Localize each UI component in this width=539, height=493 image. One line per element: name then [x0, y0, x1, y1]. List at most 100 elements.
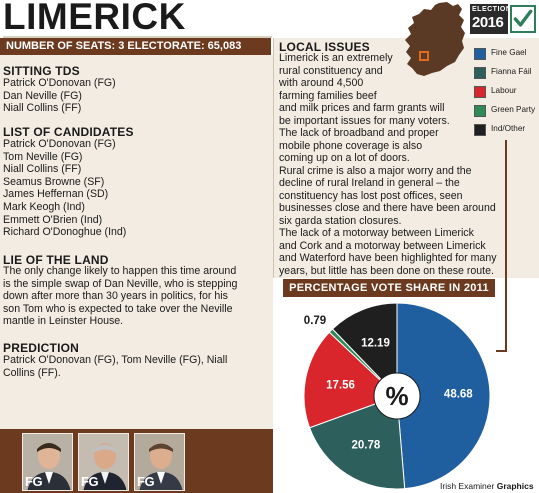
party-label: FG [81, 474, 99, 489]
text-line: be important issues for many voters. [279, 114, 450, 127]
lie-of-land-text: The only change likely to happen this ti… [3, 265, 237, 328]
checkmark-icon [510, 5, 536, 33]
list-item: James Heffernan (SD) [3, 188, 109, 201]
list-item: Dan Neville (FG) [3, 89, 82, 102]
text-line: Rural crime is also a major worry and th… [279, 164, 472, 177]
text-line: with around 4,500 [279, 77, 364, 89]
text-line: is the simple swap of Dan Neville, who i… [3, 277, 238, 290]
pie-data-label: 12.19 [361, 338, 390, 350]
text-line: constituency has lost post offices, seen [279, 189, 463, 202]
legend-swatch [474, 105, 486, 117]
text-line: Limerick is an extremely [279, 52, 393, 64]
limerick-marker [419, 51, 429, 61]
sitting-tds-heading: SITTING TDS [3, 64, 80, 78]
prediction-heading: PREDICTION [3, 341, 80, 355]
connector-line [505, 140, 507, 352]
legend-item: Fianna Fáil [474, 65, 537, 81]
list-item: Patrick O'Donovan (FG) [3, 138, 116, 150]
sitting-tds-list: Patrick O'Donovan (FG) Dan Neville (FG) … [3, 77, 116, 115]
pie-slice [303, 331, 398, 429]
text-line: mobile phone coverage is also [279, 139, 423, 152]
text-line: and milk prices and farm grants will [279, 102, 445, 114]
title-rule [3, 36, 272, 38]
legend-label: Fine Gael [491, 48, 527, 57]
text-line: rural constituency and [279, 64, 383, 77]
text-line: and Waterford have been highlighted for … [279, 252, 497, 264]
pie-data-label: 0.79 [304, 315, 326, 327]
lie-of-land-heading: LIE OF THE LAND [3, 253, 109, 267]
text-line: farming families beef [279, 89, 377, 102]
text-line: decline of rural Ireland in general – th… [279, 177, 460, 189]
list-item: Niall Collins (FF) [3, 163, 82, 176]
vote-share-title: PERCENTAGE VOTE SHARE IN 2011 [283, 279, 495, 297]
legend-swatch [474, 124, 486, 136]
list-item: Seamus Browne (SF) [3, 175, 105, 188]
text-line: The lack of broadband and proper [279, 127, 439, 139]
connector-line [496, 350, 507, 352]
text-line: years, but little has been done on these… [279, 264, 494, 277]
legend-label: Fianna Fáil [491, 67, 532, 76]
credit-line: Irish Examiner Graphics [440, 481, 534, 491]
brand-year: 2016 [472, 14, 504, 31]
pie-data-label: 48.68 [444, 388, 473, 400]
text-line: businesses close and there have been aro… [279, 202, 496, 214]
candidate-photo-strip: FG FG FG [0, 429, 273, 493]
left-panel [0, 55, 273, 429]
candidate-photo: FG [22, 433, 73, 491]
local-issues-text: Limerick is an extremely rural constitue… [279, 52, 533, 277]
legend-swatch [474, 86, 486, 98]
brand-label: ELECTION [472, 6, 512, 13]
text-line: coming up on a lot of doors. [279, 152, 410, 164]
candidate-photo: FG [78, 433, 129, 491]
list-item: Emmett O'Brien (Ind) [3, 213, 103, 226]
pie-slice [331, 302, 398, 398]
list-item: Mark Keogh (Ind) [3, 200, 85, 213]
local-issues-heading: LOCAL ISSUES [279, 40, 370, 54]
party-label: FG [25, 474, 43, 489]
pie-data-label: 20.78 [351, 440, 380, 452]
legend-label: Labour [491, 86, 517, 95]
credit-source: Irish Examiner [440, 481, 495, 491]
legend-item: Green Party [474, 103, 537, 119]
text-line: down after more than 30 years in politic… [3, 290, 228, 303]
legend-item: Fine Gael [474, 46, 537, 62]
list-item: Tom Neville (FG) [3, 150, 83, 163]
legend-item: Ind/Other [474, 122, 537, 138]
party-label: FG [137, 474, 155, 489]
election-brand: ELECTION 2016 [470, 4, 536, 34]
legend-swatch [474, 48, 486, 60]
portrait-icon [135, 434, 184, 490]
seats-banner: NUMBER OF SEATS: 3 ELECTORATE: 65,083 [0, 38, 271, 55]
legend-label: Green Party [491, 105, 536, 114]
pie-slice [396, 302, 491, 490]
list-item: Richard O'Donoghue (Ind) [3, 226, 127, 239]
candidate-photo: FG [134, 433, 185, 491]
text-line: son Tom who is expected to take over the… [3, 302, 233, 315]
portrait-icon [23, 434, 72, 490]
legend-label: Ind/Other [491, 124, 526, 133]
candidates-heading: LIST OF CANDIDATES [3, 125, 134, 139]
text-line: six garda station closures. [279, 214, 402, 227]
vote-share-pie-chart: 48.68 20.78 17.56 0.79 12.19 % [303, 302, 491, 490]
constituency-title: LIMERICK [3, 0, 186, 37]
text-line: Patrick O'Donovan (FG), Tom Neville (FG)… [3, 354, 228, 366]
text-line: The only change likely to happen this ti… [3, 265, 237, 277]
right-panel [273, 38, 539, 278]
portrait-icon [79, 434, 128, 490]
text-line: The lack of a motorway between Limerick [279, 227, 474, 239]
text-line: and Cork and a motorway between Limerick [279, 239, 486, 252]
legend-swatch [474, 67, 486, 79]
text-line: Collins (FF). [3, 366, 61, 379]
pie-center-label: % [385, 381, 408, 411]
pie-center [373, 372, 421, 420]
list-item: Patrick O'Donovan (FG) [3, 77, 116, 89]
ireland-map-icon [405, 2, 465, 76]
legend-item: Labour [474, 84, 537, 100]
prediction-text: Patrick O'Donovan (FG), Tom Neville (FG)… [3, 354, 227, 379]
list-item: Niall Collins (FF) [3, 102, 82, 115]
credit-suffix: Graphics [496, 481, 534, 491]
brand-box: ELECTION 2016 [470, 4, 512, 34]
text-line: mantle in Leinster House. [3, 315, 124, 328]
pie-data-label: 17.56 [326, 379, 355, 391]
